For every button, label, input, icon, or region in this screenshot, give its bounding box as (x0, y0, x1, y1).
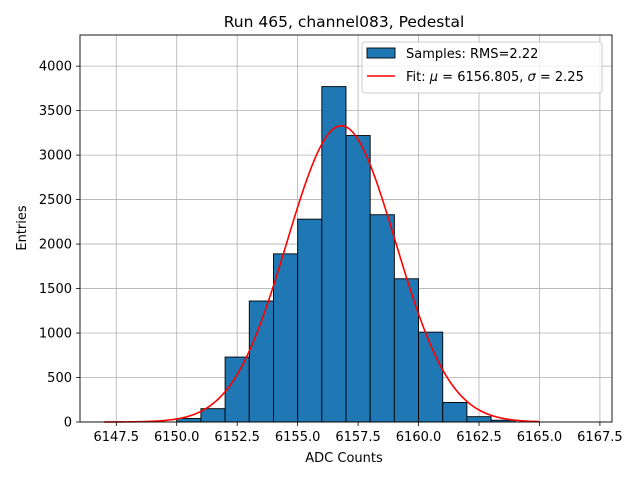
y-tick-label: 3500 (39, 104, 72, 119)
x-tick-label: 6165.0 (517, 430, 563, 445)
legend-fit-mu-value: = 6156.805, (438, 70, 527, 85)
histogram-bar (200, 408, 226, 423)
y-tick-label: 1000 (39, 327, 72, 342)
x-tick-label: 6162.5 (456, 430, 502, 445)
y-axis-label: Entries (15, 205, 30, 251)
y-tick-label: 500 (47, 371, 72, 386)
x-tick-label: 6157.5 (335, 430, 381, 445)
y-tick-label: 1500 (39, 282, 72, 297)
histogram-bar (393, 278, 419, 423)
fit-curve (104, 124, 540, 423)
x-axis-ticks: 6147.5 6150.0 6152.5 6155.0 6157.5 6160.0 6162… (94, 422, 623, 445)
legend-fit-prefix: Fit: (406, 70, 430, 85)
histogram-bar (224, 356, 250, 423)
x-tick-label: 6152.5 (214, 430, 260, 445)
legend: Samples: RMS=2.22 Fit: μ = 6156.805, σ =… (361, 41, 603, 94)
chart-title: Run 465, channel083, Pedestal (224, 13, 465, 31)
legend-fit-mu-symbol: μ (429, 70, 438, 85)
legend-box (361, 41, 603, 94)
x-tick-label: 6147.5 (94, 430, 140, 445)
legend-histogram-label: Samples: RMS=2.22 (406, 47, 538, 62)
x-tick-label: 6155.0 (275, 430, 321, 445)
histogram-bar (273, 253, 299, 423)
histogram-bar (297, 218, 323, 423)
legend-histogram-swatch (366, 47, 396, 59)
legend-fit-sigma-symbol: σ (528, 70, 537, 85)
histogram-bars (176, 86, 516, 423)
y-tick-label: 2000 (39, 238, 72, 253)
y-axis-ticks: 0 500 1000 1500 2000 2500 3000 3500 4000 (39, 60, 80, 431)
histogram-bar (466, 416, 492, 423)
x-tick-label: 6167.5 (577, 430, 623, 445)
y-tick-label: 4000 (39, 60, 72, 75)
histogram-bar (321, 86, 347, 423)
y-tick-label: 0 (64, 416, 72, 431)
histogram-bar (442, 401, 468, 423)
histogram-bar (418, 331, 444, 423)
y-tick-label: 3000 (39, 149, 72, 164)
legend-fit-sigma-value: = 2.25 (536, 70, 584, 85)
plot-frame (79, 34, 613, 423)
y-tick-label: 2500 (39, 193, 72, 208)
legend-fit-label: Fit: μ = 6156.805, σ = 2.25 (406, 70, 584, 85)
x-tick-label: 6150.0 (154, 430, 200, 445)
histogram-bar (369, 214, 395, 423)
x-tick-label: 6160.0 (396, 430, 442, 445)
histogram-bar (345, 135, 371, 423)
x-axis-label: ADC Counts (305, 451, 383, 466)
